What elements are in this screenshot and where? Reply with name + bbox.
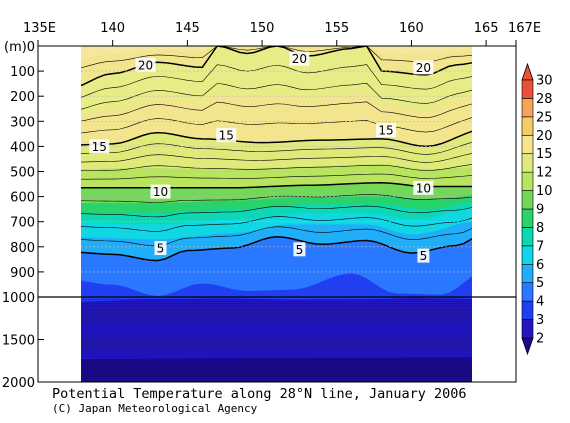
band-surface-warm [81, 46, 472, 60]
contour-line-minor [81, 173, 472, 180]
x-axis: 135E 140 145 150 155 160 165 167E [23, 21, 541, 46]
contour-label-bg [216, 128, 237, 143]
chart-title: Potential Temperature along 28°N line, J… [52, 386, 467, 402]
colorbar-swatch [521, 245, 534, 265]
colorbar-label: 25 [536, 110, 553, 125]
contour-label: 5 [420, 249, 428, 263]
contour-line-minor [81, 82, 472, 110]
contour-line-5 [81, 236, 472, 262]
y-unit-label: (m) [4, 40, 27, 55]
contour-label: 20 [292, 52, 307, 66]
colorbar-swatch [521, 98, 534, 118]
x-tick-label: 150 [250, 21, 275, 36]
deep-water-isotherms [81, 299, 472, 381]
contour-label-bg [293, 242, 306, 257]
y-tick-label: 100 [10, 65, 35, 80]
contour-label: 15 [92, 140, 107, 154]
contour-label-bg [154, 241, 167, 256]
colorbar-label: 9 [536, 203, 544, 218]
colorbar: 2 3 4 5 6 7 8 9 10 12 15 20 25 28 30 [521, 62, 553, 356]
contour-label-bg [413, 60, 434, 75]
x-tick-label: 140 [100, 21, 125, 36]
colorbar-triangle-bottom [521, 337, 534, 356]
contour-labels: 20 20 20 15 15 15 10 10 5 5 5 [89, 51, 434, 263]
x-tick-label: 165 [474, 21, 499, 36]
colorbar-swatch [521, 116, 534, 136]
contour-label: 20 [416, 61, 431, 75]
contour-line-minor [81, 64, 472, 98]
contour-label-bg [413, 180, 434, 195]
colorbar-label: 3 [536, 313, 544, 328]
contour-line-minor [81, 142, 472, 155]
y-tick-label: 900 [10, 266, 35, 281]
colorbar-swatch [521, 282, 534, 302]
colorbar-swatch [521, 300, 534, 320]
contour-line-minor [81, 117, 472, 134]
colorbar-label: 15 [536, 147, 553, 162]
y-tick-label: 500 [10, 166, 35, 181]
colorbar-label: 6 [536, 258, 544, 273]
y-tick-label: 1500 [2, 334, 35, 349]
colorbar-label: 7 [536, 239, 544, 254]
colorbar-label: 8 [536, 221, 544, 236]
contour-label: 5 [296, 243, 304, 257]
colorbar-swatch [521, 134, 534, 155]
contour-line-minor [81, 205, 472, 218]
credit-text: (C) Japan Meteorological Agency [52, 402, 258, 415]
colorbar-label: 12 [536, 166, 553, 181]
colorbar-label: 4 [536, 295, 544, 310]
contour-label: 10 [416, 181, 431, 195]
x-tick-label: 167E [508, 21, 541, 36]
y-tick-label: 400 [10, 140, 35, 155]
colorbar-triangle-top [521, 62, 534, 81]
contour-label-bg [289, 51, 310, 66]
contour-label: 15 [378, 124, 393, 138]
colorbar-swatch [521, 79, 534, 99]
colorbar-swatch [521, 153, 534, 173]
colorbar-swatch [521, 227, 534, 247]
contour-line-minor [81, 101, 472, 122]
contour-line-minor [81, 226, 472, 247]
colorbar-label: 28 [536, 92, 553, 107]
plot-frame [37, 45, 517, 383]
y-tick-label: 600 [10, 191, 35, 206]
contour-label-bg [89, 139, 110, 154]
y-axis: 0 100 200 300 400 500 600 700 800 900 1000 1500 2000 [2, 40, 44, 391]
contour-label: 5 [157, 242, 165, 256]
contour-label: 20 [138, 58, 153, 72]
contour-line-minor [81, 216, 472, 232]
colorbar-swatch [521, 263, 534, 284]
contour-label-bg [376, 123, 397, 138]
y-tick-label: 2000 [2, 376, 35, 391]
colorbar-swatch [521, 190, 534, 210]
x-tick-label: 160 [399, 21, 424, 36]
contour-label: 10 [153, 185, 168, 199]
colorbar-swatch [521, 319, 534, 339]
x-tick-label: 155 [324, 21, 349, 36]
colorbar-swatch [521, 171, 534, 191]
colorbar-label: 5 [536, 276, 544, 291]
contour-label: 15 [219, 129, 234, 143]
x-tick-label: 135E [23, 21, 56, 36]
colorbar-swatch [521, 208, 534, 228]
colorbar-label: 20 [536, 129, 553, 144]
contour-label-bg [150, 184, 171, 199]
y-tick-label: 0 [27, 40, 35, 55]
y-tick-label: 300 [10, 115, 35, 130]
contour-line-minor [81, 164, 472, 171]
colorbar-label: 30 [536, 74, 553, 89]
colorbar-label: 2 [536, 332, 544, 347]
y-tick-label: 1000 [2, 291, 35, 306]
colorbar-label: 10 [536, 184, 553, 199]
contour-line-15 [81, 130, 472, 148]
contour-label-bg [417, 248, 430, 263]
x-tick-label: 145 [175, 21, 200, 36]
y-tick-label: 200 [10, 90, 35, 105]
y-tick-label: 700 [10, 216, 35, 231]
contour-line-minor [81, 153, 472, 163]
y-tick-label: 800 [10, 241, 35, 256]
contour-label-bg [135, 57, 156, 72]
